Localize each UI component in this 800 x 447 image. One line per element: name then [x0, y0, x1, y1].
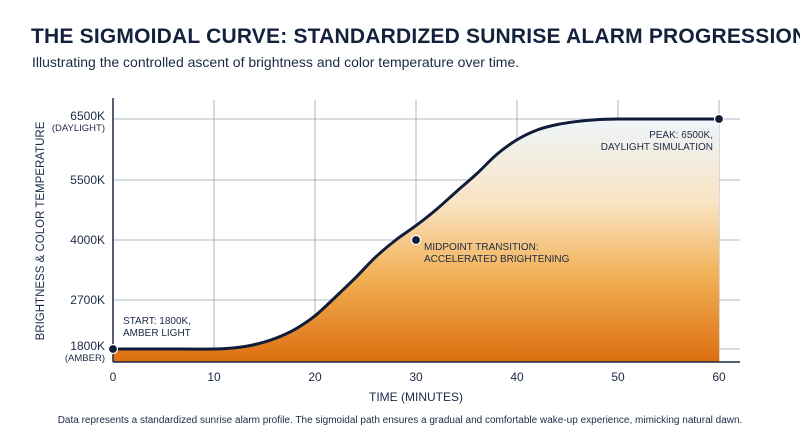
chart-subtitle: Illustrating the controlled ascent of br… [32, 54, 520, 70]
marks-layer [107, 113, 725, 355]
y-axis-label: BRIGHTNESS & COLOR TEMPERATURE [35, 121, 47, 340]
annotation-point [410, 234, 422, 246]
annotation-label: MIDPOINT TRANSITION: [424, 242, 539, 253]
annotation-label: DAYLIGHT SIMULATION [601, 142, 713, 153]
x-tick-label: 0 [110, 370, 117, 384]
y-tick-label: 2700K [70, 293, 105, 307]
x-tick-label: 40 [510, 370, 524, 384]
x-axis-label: TIME (MINUTES) [369, 390, 463, 404]
labels-layer: 0 10 20 30 40 50 60 TIME (MINUTES) 1800K(AMBER) 2… [35, 109, 726, 404]
y-tick-label: 4000K [70, 233, 105, 247]
x-tick-label: 10 [207, 370, 221, 384]
y-tick-sublabel: (DAYLIGHT) [52, 123, 105, 134]
annotation-label: AMBER LIGHT [123, 328, 191, 339]
y-tick-label: 1800K [70, 339, 105, 353]
x-tick-label: 50 [611, 370, 625, 384]
annotation-point [713, 113, 725, 125]
series-line [113, 117, 719, 351]
y-tick-sublabel: (AMBER) [65, 353, 105, 364]
x-tick-label: 30 [409, 370, 423, 384]
chart-title: THE SIGMOIDAL CURVE: STANDARDIZED SUNRIS… [31, 25, 800, 48]
footnote: Data represents a standardized sunrise a… [57, 415, 743, 426]
annotation-point [107, 343, 119, 355]
x-tick-label: 60 [712, 370, 726, 384]
axes-layer [112, 98, 740, 363]
y-tick-label: 5500K [70, 173, 105, 187]
annotation-label: PEAK: 6500K, [649, 130, 713, 141]
annotation-label: ACCELERATED BRIGHTENING [424, 254, 570, 265]
y-tick-label: 6500K [70, 109, 105, 123]
annotation-label: START: 1800K, [123, 316, 191, 327]
x-tick-label: 20 [308, 370, 322, 384]
